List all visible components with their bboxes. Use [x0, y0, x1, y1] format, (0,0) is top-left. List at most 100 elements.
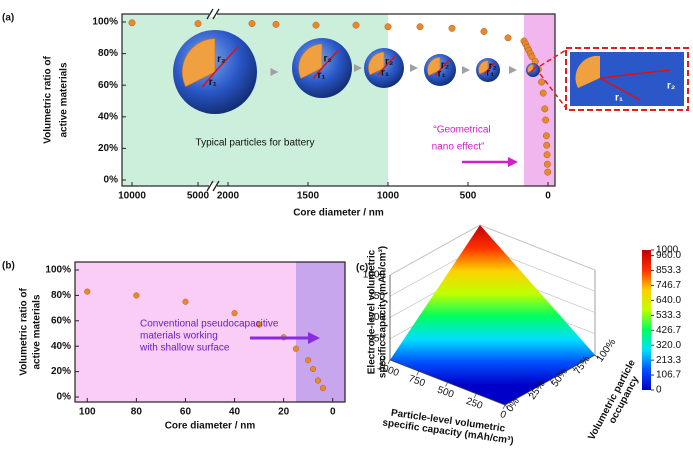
y-tick-label: 80%: [51, 290, 71, 301]
x-tick-label: 100: [79, 407, 96, 418]
x-tick-label: 10000: [118, 191, 146, 202]
axis-break-gap: [209, 11, 217, 17]
y-tick-label: 0%: [57, 392, 72, 403]
x-tick-label: 0: [545, 191, 551, 202]
x-tick-label: 500: [460, 191, 477, 202]
annotation: “Geometrical: [433, 125, 490, 136]
panel-label: (b): [2, 261, 15, 272]
data-point: [543, 141, 551, 149]
y-tick-label: 40%: [98, 111, 118, 122]
y-axis-title: Volumetric ratio of: [19, 288, 30, 376]
colorbar: [642, 250, 651, 390]
data-point: [544, 168, 552, 176]
sequence-arrow: [509, 66, 517, 74]
y-tick-label: 100%: [92, 17, 118, 28]
radius-arrow: [321, 49, 340, 69]
z-tick-label: 0: [379, 355, 385, 366]
x-tick-label: 5000: [187, 191, 210, 202]
data-point: [542, 116, 550, 124]
inset-connector: [539, 73, 567, 109]
axis-break-mark: [206, 8, 214, 20]
sequence-arrow: [462, 66, 470, 74]
shaded-region: [122, 14, 388, 186]
radius-arrow: [377, 67, 385, 76]
x-tick: [502, 404, 506, 410]
panel-label: (c): [356, 263, 368, 274]
particle-core: [298, 43, 323, 79]
y-axis-title: Volumetric ratio of: [43, 56, 54, 144]
data-point: [312, 21, 320, 29]
data-point: [292, 345, 299, 352]
data-point: [416, 23, 424, 31]
radius-label: r₁: [486, 68, 494, 79]
y-tick-label: 80%: [98, 48, 118, 59]
inset-core: [575, 55, 600, 88]
data-point: [480, 28, 488, 35]
data-point: [305, 357, 312, 364]
grid-line: [479, 224, 596, 271]
surface: [390, 225, 595, 405]
sequence-arrow: [354, 64, 362, 72]
colorbar-tick-label: 0: [656, 385, 662, 396]
colorbar-tick-label: 426.7: [656, 325, 681, 336]
annotation: materials working: [140, 331, 218, 342]
radius-label: r₁: [209, 77, 217, 88]
radius-arrow: [312, 67, 323, 79]
z-tick-label: 250: [368, 333, 385, 344]
data-point: [314, 377, 322, 384]
z-axis-title: specific capacity (mAh/cm³): [378, 246, 389, 378]
data-point: [352, 21, 360, 29]
x-tick: [445, 382, 448, 387]
colorbar-tick-label: 320.0: [656, 340, 681, 351]
annotation: with shallow surface: [139, 343, 230, 354]
x-tick-label: 20: [278, 407, 290, 418]
radius-label: r₁: [381, 68, 389, 79]
colorbar-tick-label: 960.0: [656, 250, 681, 261]
radius-arrow: [434, 69, 441, 77]
data-point: [448, 24, 456, 32]
data-point: [272, 20, 280, 28]
radius-arrow: [439, 59, 450, 71]
x-tick-label: 60: [180, 407, 192, 418]
radius-arrow: [487, 62, 496, 71]
x-tick-label: 80: [131, 407, 143, 418]
z-axis-title: Electrode-level volumetric: [367, 249, 378, 374]
x-tick: [416, 371, 420, 376]
y-axis-title: active materials: [59, 62, 70, 137]
radius-label: r₁: [438, 69, 446, 80]
particle-core: [427, 56, 441, 77]
data-point: [528, 53, 536, 61]
y-tick: [594, 354, 599, 359]
data-point: [248, 20, 256, 28]
radius-label: r₂: [489, 61, 497, 72]
y-tick-label: 100%: [595, 337, 619, 364]
data-point: [384, 23, 392, 31]
colorbar-tick-label: 1000: [656, 245, 679, 256]
z-tick-label: 1000: [363, 270, 386, 281]
data-point: [194, 20, 202, 28]
y-tick: [549, 379, 554, 384]
colorbar-tick-label: 640.0: [656, 295, 681, 306]
radius-arrow: [383, 55, 396, 69]
x-tick: [387, 359, 391, 365]
x-axis-title: Core diameter / nm: [165, 421, 256, 432]
radius-arrow: [599, 69, 671, 79]
data-point: [504, 34, 512, 42]
radius-label: r₁: [615, 93, 623, 104]
radius-label: r₂: [217, 54, 225, 65]
colorbar-tick-label: 213.3: [656, 355, 681, 366]
particle-core: [478, 60, 489, 75]
radius-arrow: [530, 69, 534, 73]
radius-label: r₂: [667, 81, 675, 92]
axis-break-mark: [206, 180, 214, 192]
y-tick-label: 20%: [98, 143, 118, 154]
shaded-region: [524, 14, 555, 186]
y-tick-label: 20%: [51, 366, 71, 377]
x-tick-label: 1000: [377, 191, 400, 202]
x-tick-label: 500: [436, 385, 456, 401]
z-tick-label: 750: [368, 291, 385, 302]
data-point: [539, 89, 547, 97]
colorbar-tick-label: 106.7: [656, 370, 681, 381]
y-tick: [504, 404, 509, 409]
